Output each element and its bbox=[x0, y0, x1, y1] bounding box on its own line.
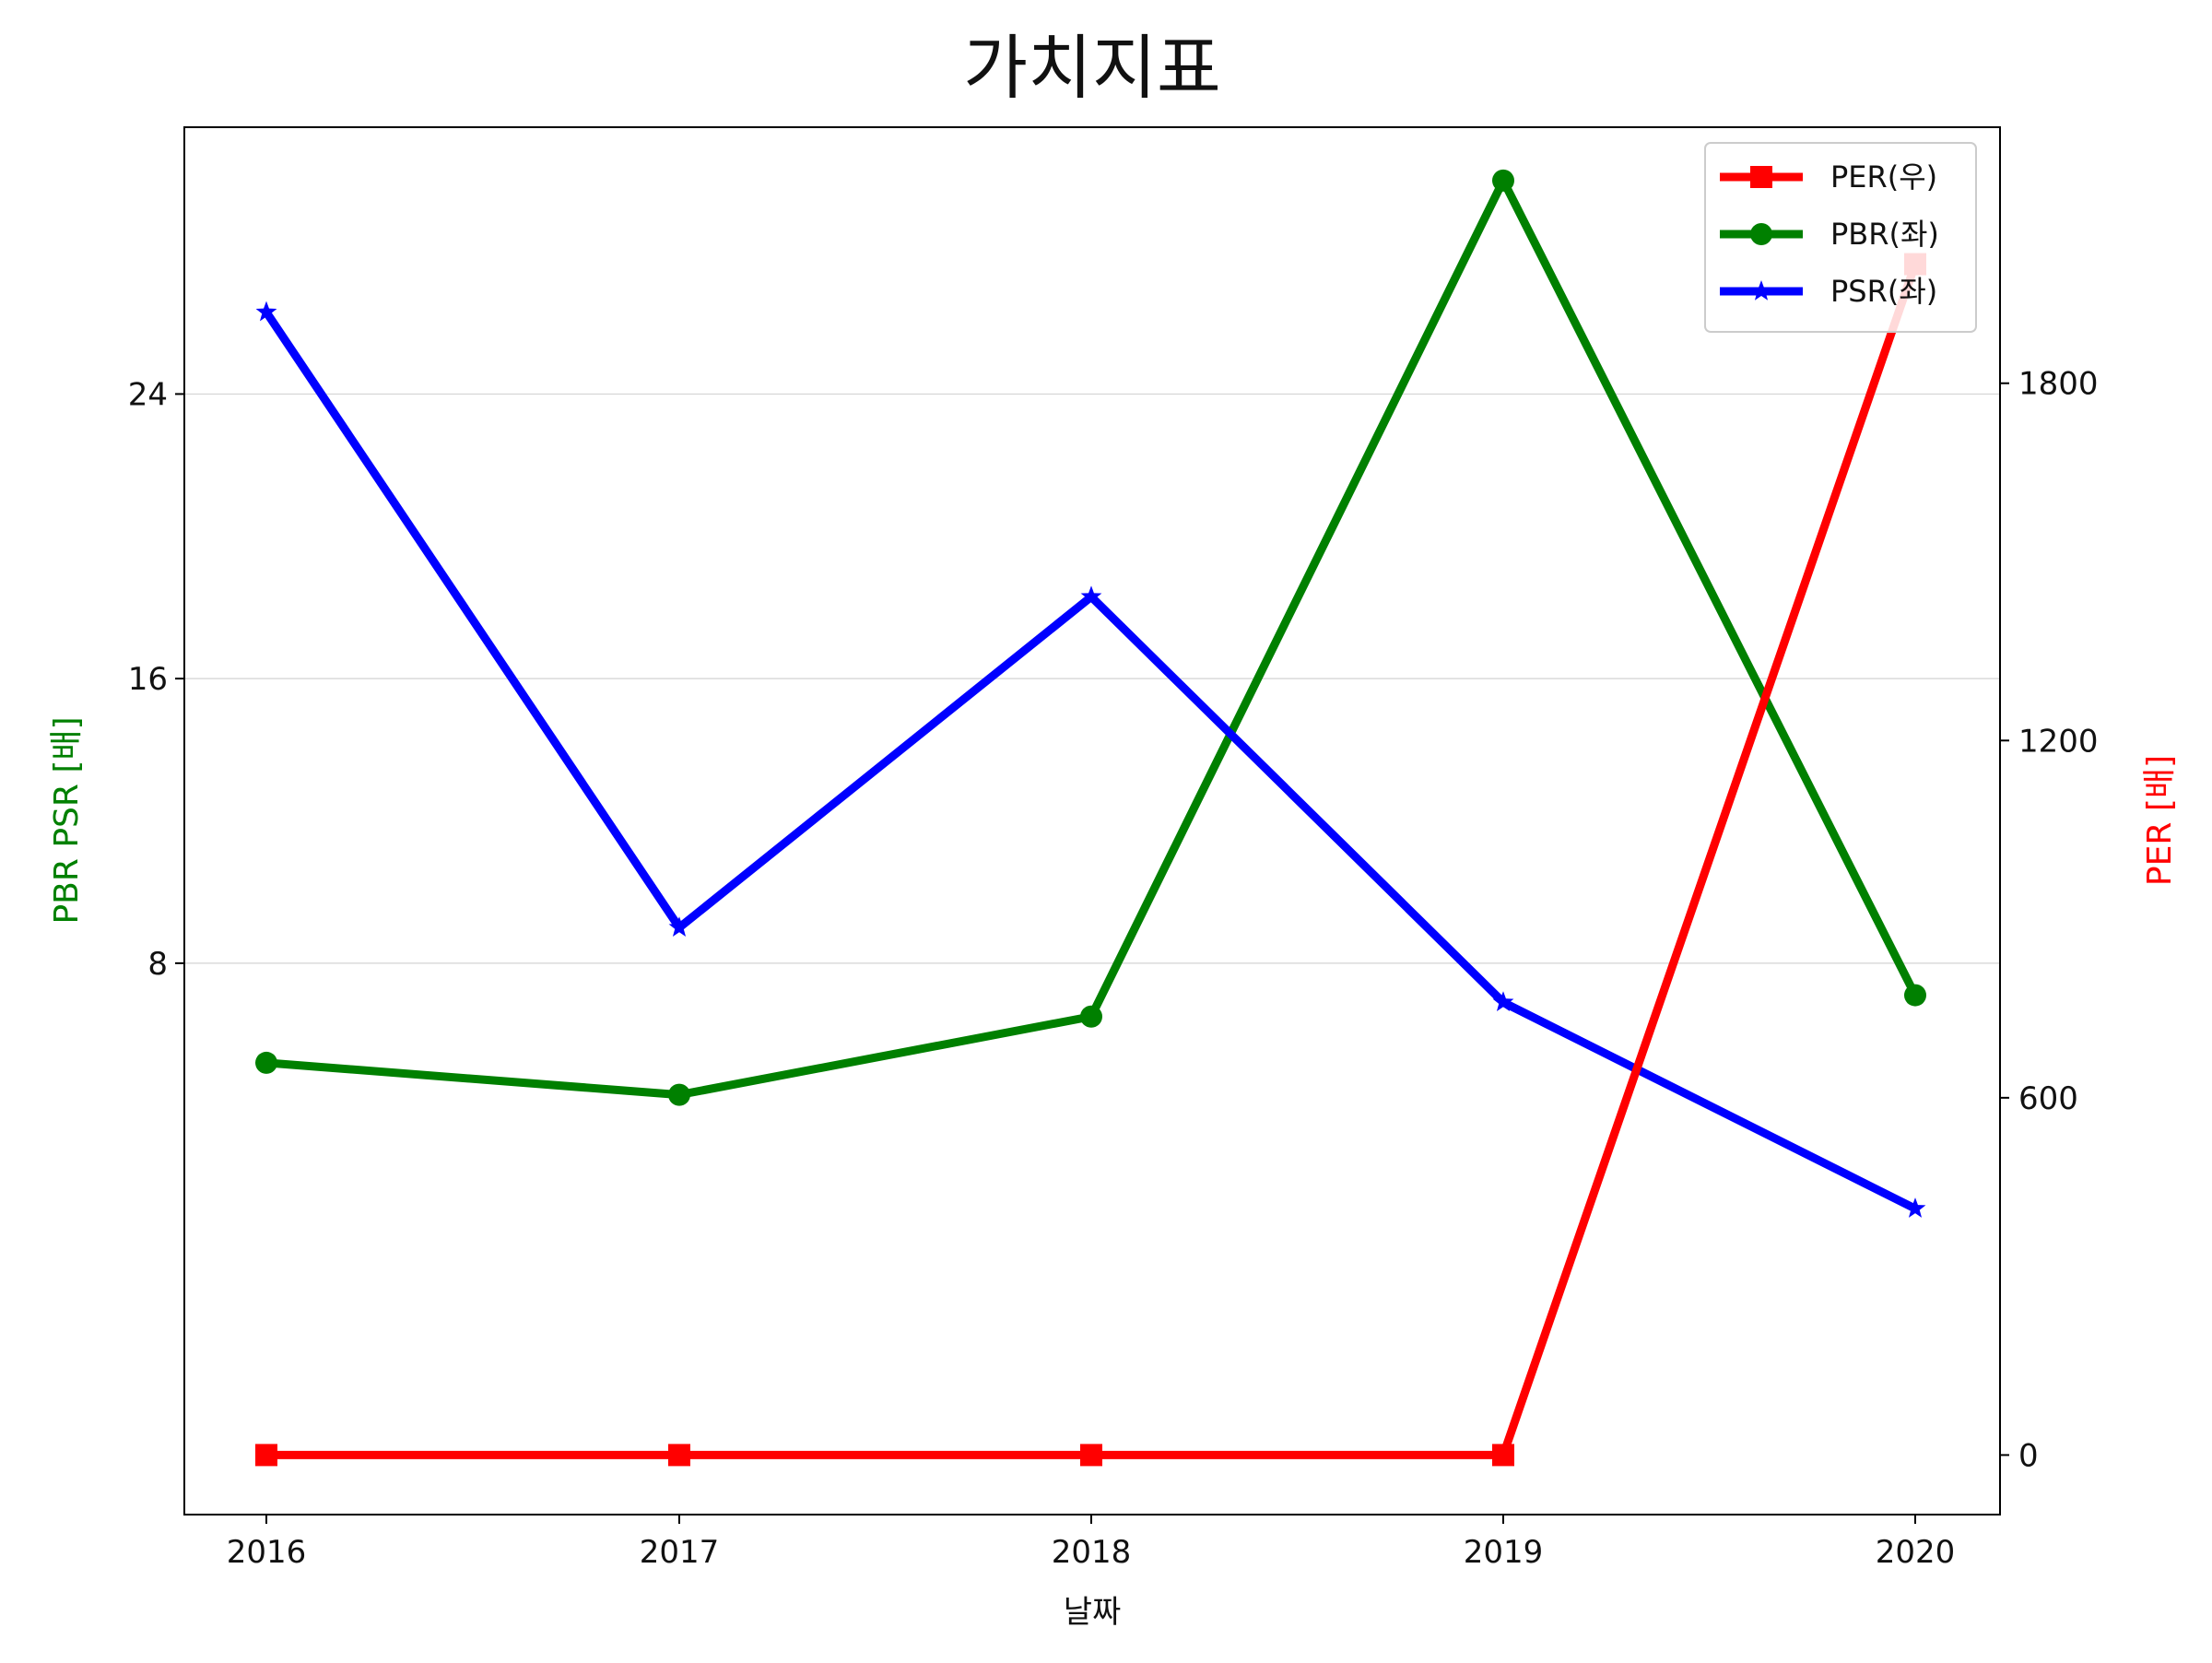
data-point-psr bbox=[668, 916, 690, 937]
data-point-psr bbox=[1080, 585, 1102, 607]
series-line-per bbox=[262, 260, 1920, 1459]
x-axis-label: 날짜 bbox=[1064, 1594, 1122, 1631]
data-point-per bbox=[1492, 1444, 1514, 1467]
data-point-per bbox=[1080, 1444, 1102, 1467]
data-point-pbr bbox=[1904, 984, 1926, 1007]
data-point-psr bbox=[1492, 991, 1514, 1012]
y-left-tick-label: 16 bbox=[128, 661, 168, 698]
legend-label-per: PER(우) bbox=[1830, 159, 1937, 195]
series-line-psr bbox=[262, 308, 1920, 1213]
axes: 8 16 24 0 600 1200 1800 2016 2017 2018 2019 2020 bbox=[128, 366, 2099, 1571]
y-right-tick-label: 600 bbox=[2018, 1080, 2078, 1117]
data-point-per bbox=[668, 1444, 690, 1467]
series-psr bbox=[255, 301, 1926, 1218]
legend-marker-per bbox=[1750, 166, 1772, 188]
y-left-tick-label: 8 bbox=[147, 946, 168, 983]
x-tick-label: 2018 bbox=[1052, 1534, 1132, 1571]
data-point-psr bbox=[255, 301, 277, 322]
y-left-tick-label: 24 bbox=[128, 376, 168, 413]
y-axis-left-label: PBR PSR [배] bbox=[48, 716, 86, 924]
series-line-pbr bbox=[262, 176, 1920, 1100]
data-point-psr bbox=[1904, 1197, 1926, 1218]
data-point-pbr bbox=[1492, 169, 1514, 192]
data-point-pbr bbox=[255, 1051, 277, 1074]
legend-marker-pbr bbox=[1750, 223, 1772, 245]
data-point-pbr bbox=[1080, 1005, 1102, 1028]
y-right-tick-label: 1200 bbox=[2018, 723, 2099, 760]
data-point-pbr bbox=[668, 1083, 690, 1106]
x-tick-label: 2019 bbox=[1464, 1534, 1544, 1571]
y-right-tick-label: 1800 bbox=[2018, 366, 2099, 403]
gridlines bbox=[184, 393, 2000, 964]
y-axis-right-label: PER [배] bbox=[2141, 755, 2179, 886]
legend-label-psr: PSR(좌) bbox=[1830, 274, 1937, 309]
plot-frame bbox=[183, 126, 2001, 1516]
legend-label-pbr: PBR(좌) bbox=[1830, 217, 1939, 252]
chart-title: 가치지표 bbox=[963, 27, 1221, 109]
x-tick-label: 2017 bbox=[640, 1534, 720, 1571]
x-tick-label: 2020 bbox=[1876, 1534, 1956, 1571]
legend-marker-psr bbox=[1750, 280, 1772, 301]
x-tick-label: 2016 bbox=[227, 1534, 307, 1571]
series-per bbox=[255, 253, 1926, 1467]
series-layer bbox=[255, 169, 1926, 1467]
series-pbr bbox=[255, 169, 1926, 1106]
y-right-tick-label: 0 bbox=[2018, 1437, 2039, 1474]
legend-box bbox=[1704, 142, 1977, 333]
data-point-per bbox=[255, 1444, 277, 1467]
legend: PER(우) PBR(좌) PSR(좌) bbox=[1704, 142, 1977, 333]
